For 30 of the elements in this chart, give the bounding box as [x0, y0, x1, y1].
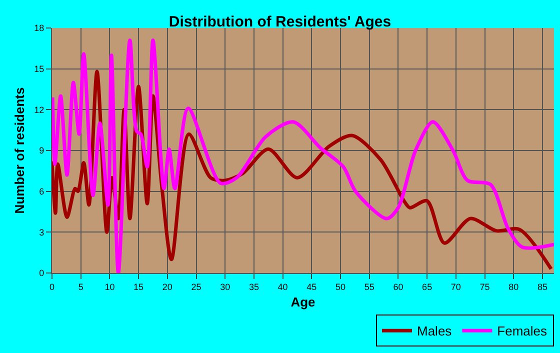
- y-tick-label: 9: [39, 146, 44, 156]
- x-tick-label: 35: [248, 282, 259, 292]
- y-axis-title: Number of residents: [12, 87, 28, 214]
- x-tick-label: 0: [49, 282, 55, 292]
- x-tick-label: 30: [220, 282, 230, 292]
- x-tick-label: 45: [306, 282, 317, 292]
- x-tick-label: 10: [104, 282, 115, 292]
- y-tick-label: 18: [34, 23, 44, 34]
- legend-label: Females: [497, 324, 548, 339]
- x-tick-label: 65: [422, 282, 432, 292]
- legend-label: Males: [417, 324, 452, 339]
- x-tick-label: 40: [278, 282, 288, 292]
- x-tick-label: 75: [480, 282, 490, 292]
- x-tick-label: 25: [191, 282, 202, 292]
- chart-title: Distribution of Residents' Ages: [168, 13, 392, 30]
- x-tick-label: 20: [162, 282, 172, 292]
- y-tick-label: 0: [39, 268, 44, 278]
- x-tick-label: 55: [364, 282, 374, 292]
- y-tick-label: 15: [34, 64, 44, 74]
- x-tick-label: 80: [508, 282, 519, 292]
- x-tick-label: 85: [537, 282, 548, 292]
- x-tick-label: 50: [336, 282, 346, 292]
- x-axis-title: Age: [290, 294, 316, 310]
- x-tick-label: 60: [393, 282, 404, 292]
- y-tick-label: 6: [39, 186, 44, 196]
- x-tick-label: 5: [78, 282, 84, 292]
- x-tick-label: 15: [134, 282, 144, 292]
- y-tick-label: 3: [39, 227, 44, 238]
- x-tick-label: 70: [450, 282, 461, 292]
- y-tick-label: 12: [34, 104, 44, 115]
